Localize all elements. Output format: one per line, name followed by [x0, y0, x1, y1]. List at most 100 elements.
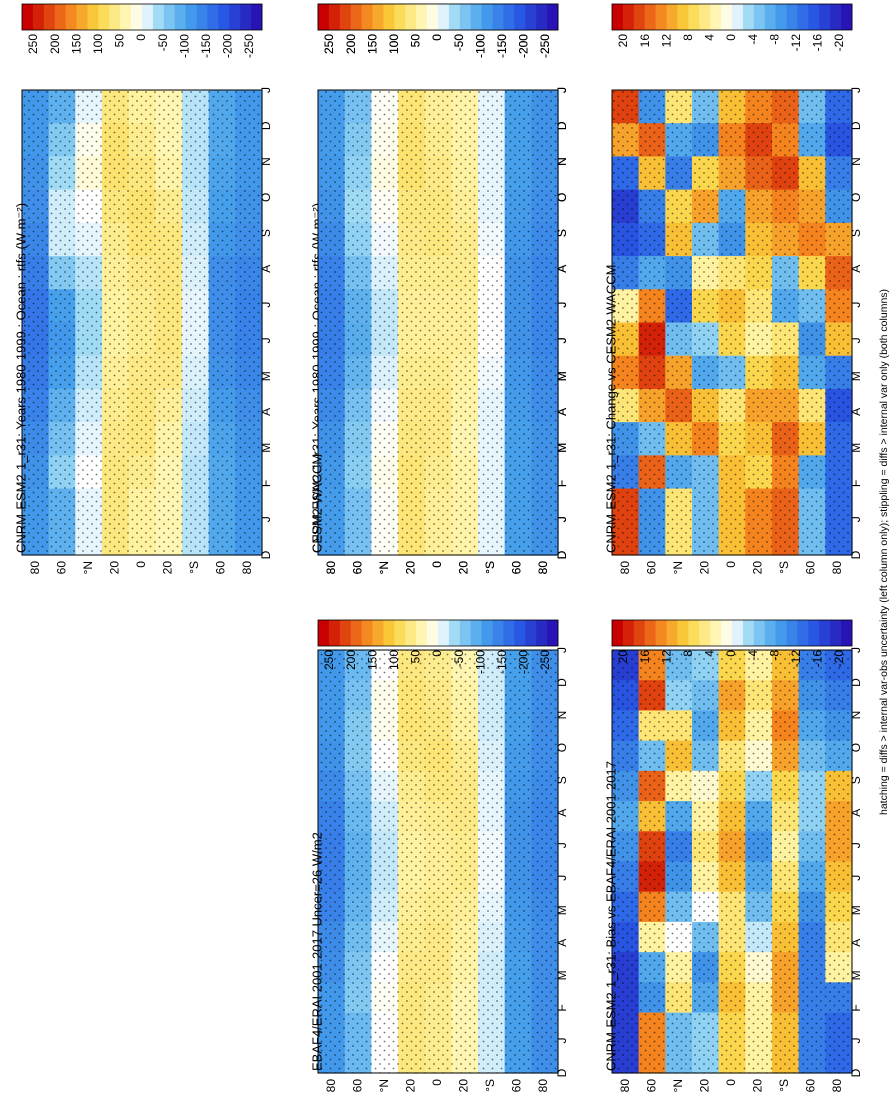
colorbar-swatch	[361, 620, 373, 646]
colorbar-tick-label: 0	[724, 34, 738, 41]
month-tick-label: S	[555, 229, 569, 237]
lat-tick-label: 20	[698, 561, 712, 575]
lat-tick-label: 20	[457, 1079, 471, 1093]
colorbar-swatch	[448, 4, 461, 30]
lat-tick-label: °S	[777, 561, 791, 574]
colorbar-swatch	[492, 4, 504, 30]
lat-tick-label: 20	[404, 561, 418, 575]
lat-tick-label: °N	[81, 561, 95, 574]
lat-tick-label: 60	[351, 561, 365, 575]
colorbar-tick-label: -100	[473, 34, 487, 58]
colorbar-swatch	[819, 620, 831, 646]
colorbar-swatch	[677, 620, 689, 646]
colorbar-swatch	[318, 620, 330, 646]
colorbar-swatch	[174, 4, 187, 30]
lat-tick-label: 60	[645, 561, 659, 575]
month-tick-label: F	[259, 480, 273, 487]
colorbar-swatch	[152, 4, 165, 30]
month-tick-label: J	[849, 1038, 863, 1044]
chart-panel-top-right: 80 60 °N 20 0 20 °S 60 80DJFMAMJJASONDJCNRM-ESM2…	[14, 3, 273, 575]
lat-tick-label: °N	[377, 1079, 391, 1092]
month-tick-label: M	[849, 970, 863, 980]
colorbar-swatch	[142, 4, 154, 30]
colorbar: 250 200 150 100 50 0 -50 -100 -150 -200 -250	[317, 3, 559, 58]
lat-tick-label: °N	[671, 1079, 685, 1092]
lat-tick-label: 60	[510, 1079, 524, 1093]
month-tick-label: J	[555, 337, 569, 343]
month-tick-label: J	[555, 87, 569, 93]
stipple-overlay	[318, 650, 558, 1073]
lat-tick-label: 0	[430, 561, 444, 568]
month-tick-label: J	[259, 337, 273, 343]
month-tick-label: F	[555, 480, 569, 487]
month-tick-label: J	[555, 842, 569, 848]
lat-tick-label: 20	[404, 561, 418, 575]
month-tick-label: M	[849, 371, 863, 381]
month-tick-label: J	[555, 302, 569, 308]
stipple-overlay	[612, 90, 852, 555]
month-tick-label: A	[849, 265, 863, 273]
colorbar-swatch	[372, 4, 384, 30]
colorbar-tick-label: 50	[409, 34, 423, 48]
colorbar-tick-label: 8	[681, 650, 695, 657]
month-tick-label: J	[555, 302, 569, 308]
colorbar-swatch	[677, 4, 689, 30]
colorbar-tick-label: -16	[811, 34, 825, 52]
month-tick-label: J	[849, 516, 863, 522]
colorbar-swatch	[536, 620, 548, 646]
colorbar-tick-label: -150	[495, 650, 509, 674]
colorbar-tick-label: -250	[538, 650, 552, 674]
colorbar: 250 200 150 100 50 0 -50 -100 -150 -200 -250	[21, 3, 263, 58]
colorbar-swatch	[808, 4, 820, 30]
colorbar-swatch	[699, 4, 711, 30]
colorbar-swatch	[350, 620, 363, 646]
month-tick-label: J	[849, 875, 863, 881]
colorbar-swatch	[655, 4, 667, 30]
month-tick-label: J	[555, 516, 569, 522]
month-tick-label: D	[555, 678, 569, 687]
month-tick-label: A	[259, 265, 273, 273]
colorbar-tick-label: 20	[616, 650, 630, 664]
figure-footnote: hatching = diffs > internal var-obs unce…	[878, 289, 890, 815]
colorbar-swatch	[721, 4, 733, 30]
colorbar-tick-label: -50	[452, 650, 466, 668]
colorbar-tick-label: 150	[69, 34, 83, 54]
month-tick-label: D	[259, 121, 273, 130]
month-tick-label: A	[849, 408, 863, 416]
colorbar-swatch	[688, 4, 700, 30]
month-tick-label: D	[849, 678, 863, 687]
colorbar-tick-label: 4	[703, 34, 717, 41]
month-tick-label: M	[555, 443, 569, 453]
colorbar-swatch	[742, 620, 755, 646]
colorbar-tick-label: 0	[134, 34, 148, 41]
lat-tick-label: 80	[830, 1079, 844, 1093]
colorbar-swatch	[32, 4, 45, 30]
colorbar-swatch	[394, 620, 406, 646]
colorbar-swatch	[207, 4, 219, 30]
colorbar-swatch	[644, 620, 657, 646]
lat-tick-label: 60	[645, 1079, 659, 1093]
colorbar-swatch	[109, 4, 121, 30]
month-tick-label: D	[849, 1068, 863, 1077]
month-tick-label: M	[555, 371, 569, 381]
month-tick-label: F	[555, 1004, 569, 1011]
colorbar-tick-label: -200	[517, 34, 531, 58]
colorbar-swatch	[438, 4, 450, 30]
colorbar-swatch	[372, 620, 384, 646]
month-tick-label: D	[555, 121, 569, 130]
colorbar-swatch	[699, 620, 711, 646]
colorbar-tick-label: -12	[789, 650, 803, 668]
colorbar-tick-label: 50	[113, 34, 127, 48]
colorbar-tick-label: -12	[789, 34, 803, 52]
lat-tick-label: 60	[55, 561, 69, 575]
colorbar-swatch	[721, 620, 733, 646]
colorbar-swatch	[808, 620, 820, 646]
month-tick-label: D	[849, 550, 863, 559]
colorbar-tick-label: 250	[322, 650, 336, 670]
colorbar-tick-label: -4	[746, 650, 760, 661]
colorbar-swatch	[459, 4, 472, 30]
month-tick-label: J	[555, 516, 569, 522]
colorbar-swatch	[710, 620, 722, 646]
month-tick-label: S	[555, 776, 569, 784]
chart-title: CNRM-ESM2-1_r31: Years 1980-1999 : Ocean…	[14, 203, 29, 553]
